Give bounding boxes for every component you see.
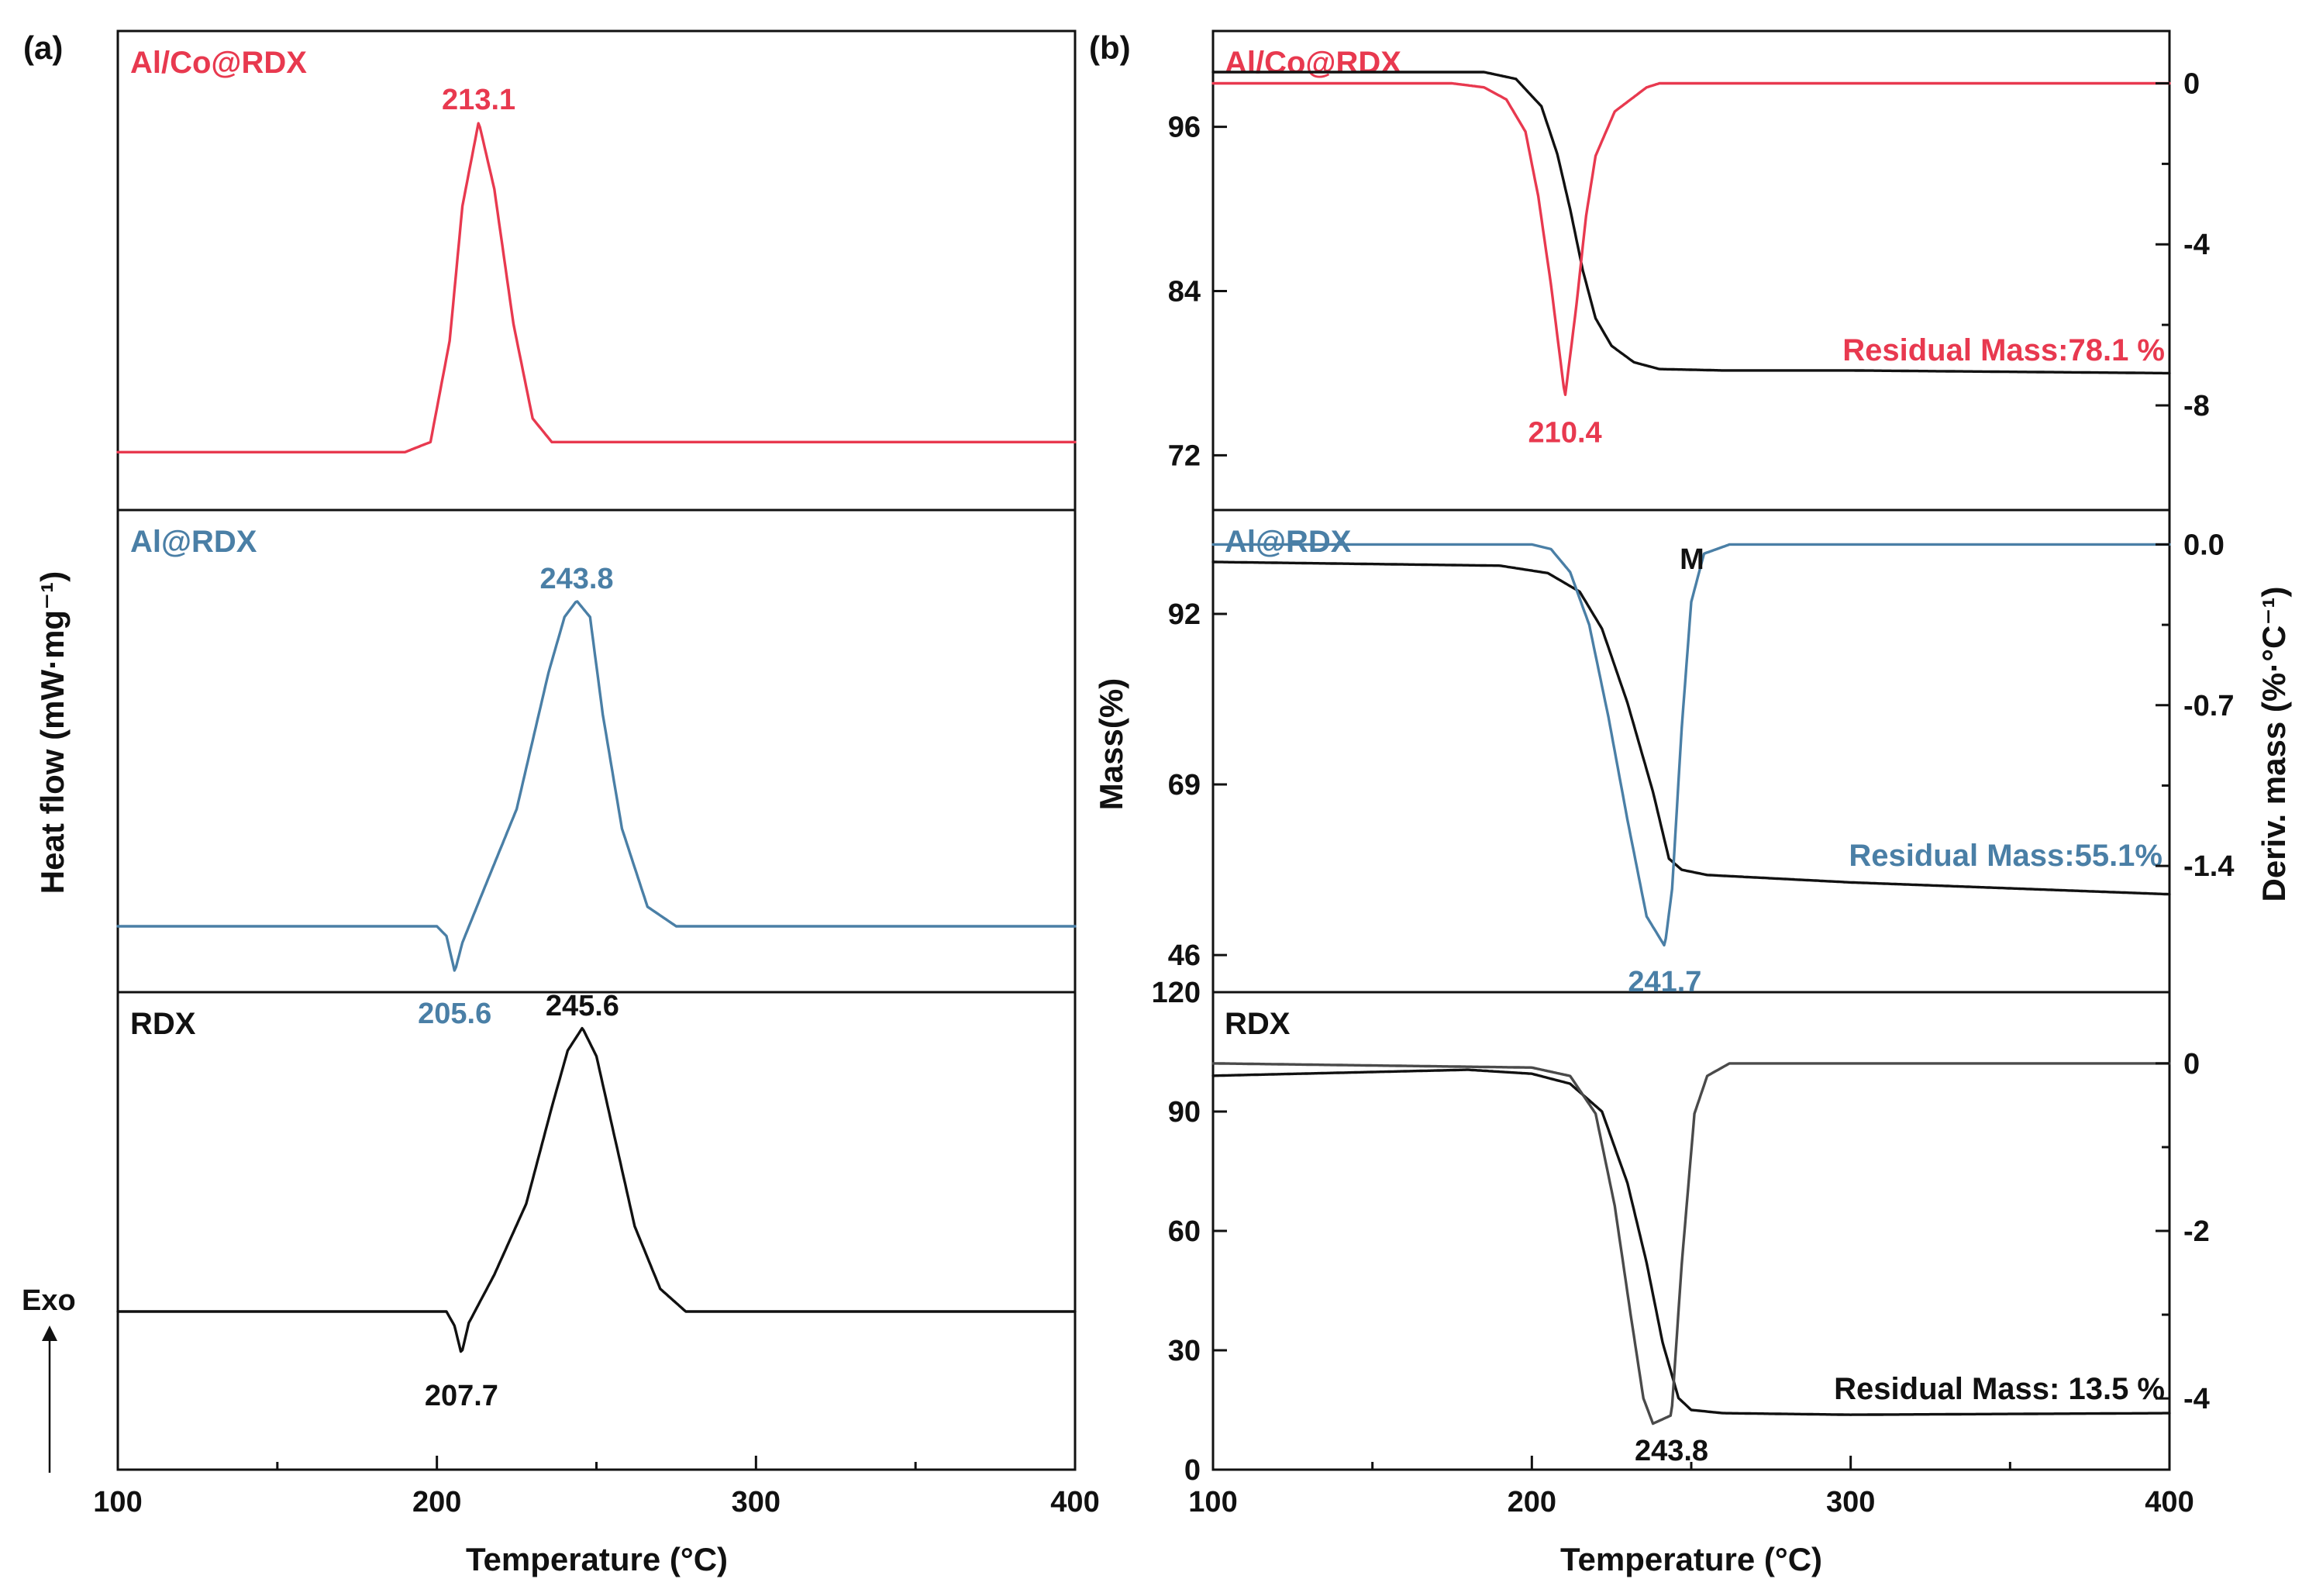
mass-tick-label: 90	[1168, 1096, 1201, 1129]
dsc-peak-label-rdx-exo: 245.6	[546, 990, 619, 1022]
deriv-tick-label: -1.4	[2183, 850, 2234, 883]
tg-curve-alco-rdx	[1211, 71, 2171, 375]
dtg-curve-alco-rdx	[1211, 81, 2171, 396]
tg-label-rdx: RDX	[1225, 1007, 1291, 1041]
dsc-peak-label-al-exo: 243.8	[539, 563, 613, 595]
mass-tick-label: 84	[1168, 275, 1201, 308]
x-axis-b-tick-label: 400	[2145, 1486, 2194, 1518]
dsc-curve-al-rdx	[116, 600, 1077, 972]
panel-label-b: (b)	[1089, 29, 1131, 66]
mass-tick-label: 69	[1168, 769, 1201, 801]
mass-tick-label: 96	[1168, 112, 1201, 144]
mass-tick-label: 46	[1168, 939, 1201, 972]
panel-b-frames	[1211, 29, 2171, 1471]
x-axis-title-a: Temperature (°C)	[466, 1541, 728, 1577]
deriv-tick-label: -2	[2183, 1215, 2210, 1248]
mass-tick-label: 120	[1152, 977, 1201, 1009]
mass-tick-label: 92	[1168, 598, 1201, 631]
deriv-tick-label: -8	[2183, 390, 2210, 422]
x-axis-a-tick-label: 100	[93, 1486, 142, 1518]
dtg-peak-label-al: 241.7	[1628, 966, 1701, 998]
x-axis-b-tick-label: 300	[1826, 1486, 1875, 1518]
dsc-peak-label-rdx-endo: 207.7	[425, 1380, 498, 1412]
deriv-tick-label: 0	[2183, 68, 2200, 101]
panel-a-frames	[116, 29, 1077, 1471]
dtg-curve-al-rdx	[1211, 543, 2171, 947]
exo-label: Exo	[22, 1284, 76, 1317]
trace-label-al-rdx: Al@RDX	[130, 525, 257, 559]
deriv-tick-label: 0	[2183, 1048, 2200, 1081]
tg-label-alco-rdx: Al/Co@RDX	[1225, 46, 1401, 80]
residual-label-rdx: Residual Mass: 13.5 %	[1834, 1372, 2165, 1406]
trace-label-alco-rdx: Al/Co@RDX	[130, 46, 307, 80]
dsc-curve-alco-rdx	[116, 122, 1077, 453]
tg-curve-al-rdx	[1211, 560, 2171, 896]
x-axis-a: 100 200 300 400	[93, 1456, 1100, 1518]
mass-tick-label: 0	[1184, 1454, 1201, 1487]
dtg-peak-label-rdx: 243.8	[1635, 1435, 1708, 1467]
tg-curve-rdx	[1211, 1068, 2171, 1416]
dtg-peak-label-alco: 210.4	[1528, 417, 1602, 450]
residual-label-al-rdx: Residual Mass:55.1%	[1849, 839, 2163, 873]
x-axis-b-tick-label: 100	[1188, 1486, 1237, 1518]
mass-tick-label: 60	[1168, 1215, 1201, 1248]
x-axis-a-tick-label: 300	[732, 1486, 781, 1518]
mass-axis-ticks: 72 84 96 46 69 92 0 30 60 90 120	[1152, 112, 1227, 1487]
residual-label-alco-rdx: Residual Mass:78.1 %	[1842, 333, 2165, 367]
mass-tick-label: 72	[1168, 440, 1201, 472]
dsc-peak-label-al-endo: 205.6	[418, 998, 491, 1030]
x-axis-a-tick-label: 400	[1050, 1486, 1099, 1518]
tg-label-al-rdx: Al@RDX	[1225, 525, 1352, 559]
x-axis-b: 100 200 300 400	[1188, 1456, 2194, 1518]
deriv-tick-label: 0.0	[2183, 529, 2225, 561]
mass-axis-title: Mass(%)	[1093, 678, 1129, 810]
dsc-peak-label-alco-exo: 213.1	[442, 84, 515, 116]
dsc-curve-rdx	[116, 1026, 1077, 1353]
x-axis-title-b: Temperature (°C)	[1560, 1541, 1822, 1577]
x-axis-b-tick-label: 200	[1508, 1486, 1556, 1518]
deriv-tick-label: -0.7	[2183, 690, 2234, 722]
trace-label-rdx: RDX	[130, 1007, 196, 1041]
annotation-m: M	[1680, 543, 1704, 576]
deriv-axis-ticks: -8 -4 0 -1.4 -0.7 0.0 -4 -2 0	[2156, 68, 2234, 1415]
panel-label-a: (a)	[23, 29, 63, 66]
deriv-tick-label: -4	[2183, 229, 2210, 261]
deriv-tick-label: -4	[2183, 1383, 2210, 1415]
dsc-y-axis-title: Heat flow (mW·mg⁻¹)	[34, 571, 71, 894]
dtg-curve-rdx	[1211, 1062, 2171, 1425]
x-axis-a-tick-label: 200	[412, 1486, 461, 1518]
deriv-axis-title: Deriv. mass (%·°C⁻¹)	[2256, 587, 2292, 902]
mass-tick-label: 30	[1168, 1335, 1201, 1367]
